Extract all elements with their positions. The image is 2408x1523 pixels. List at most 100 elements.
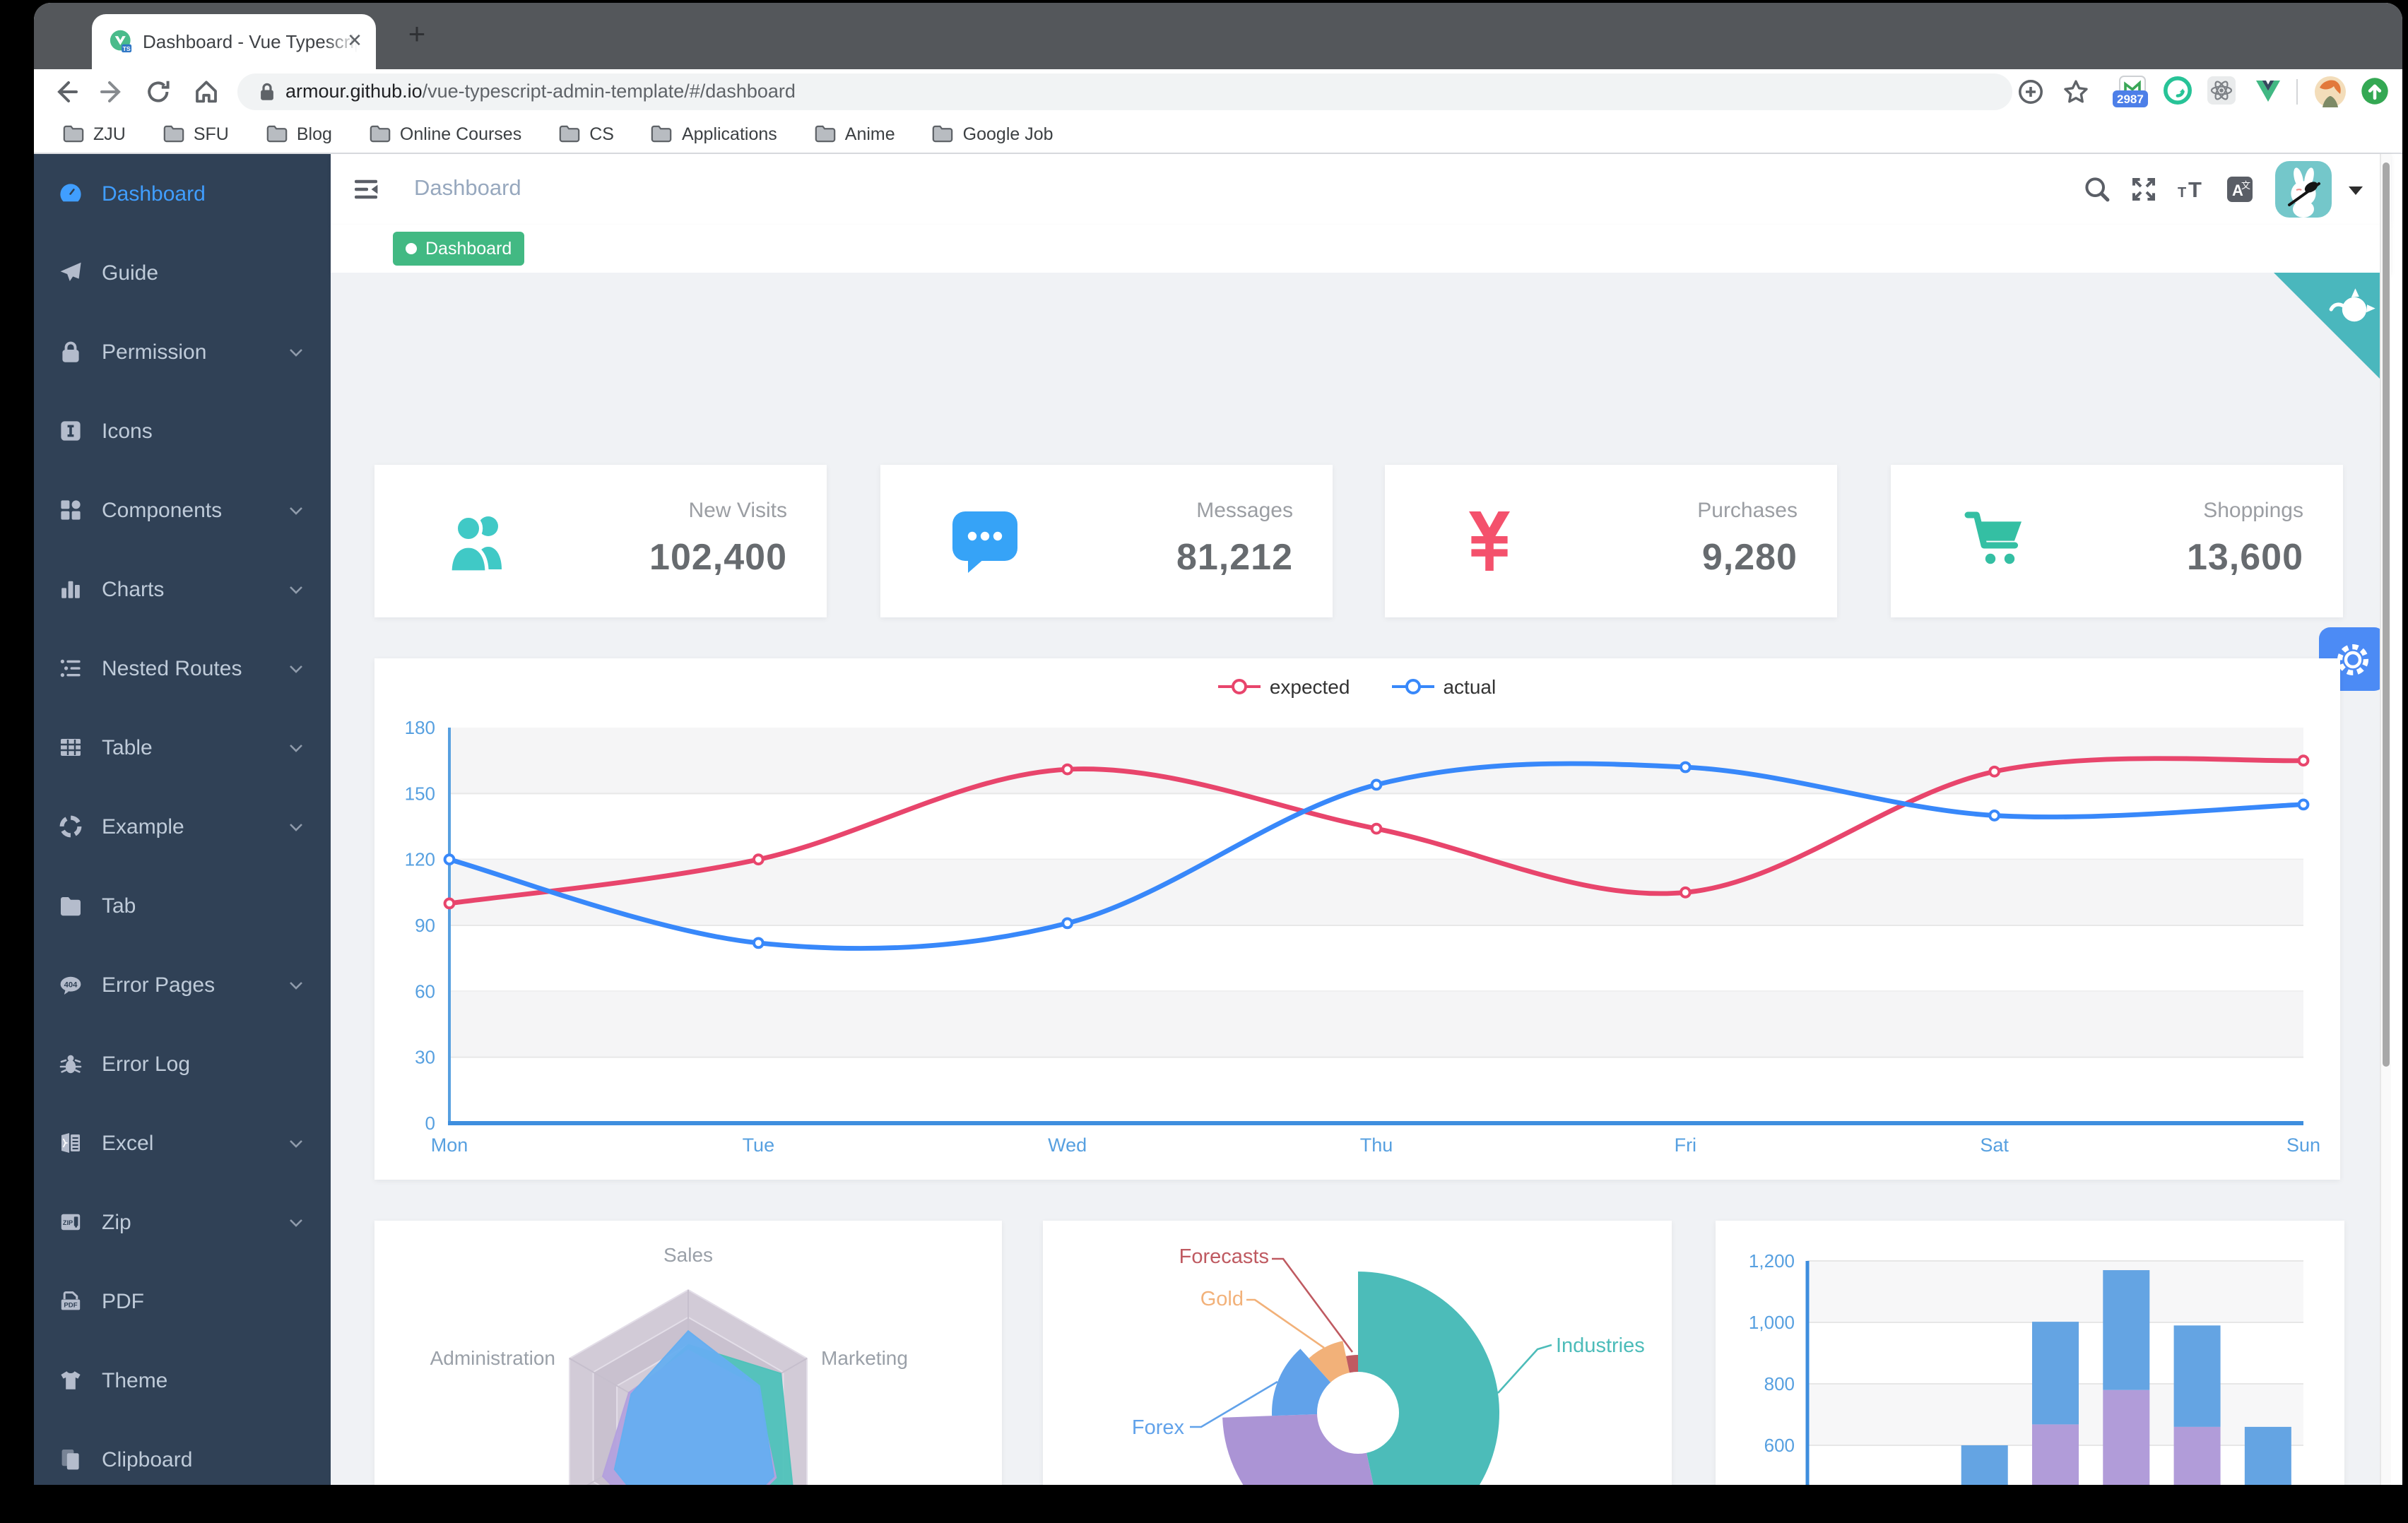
grammarly-extension-icon[interactable] [2162, 75, 2193, 106]
browser-tab[interactable]: TS Dashboard - Vue Typescript Ad ✕ [92, 14, 376, 69]
bookmark-zju[interactable]: ZJU [62, 123, 126, 144]
sidebar-item-components[interactable]: Components [34, 470, 331, 550]
scrollbar-thumb[interactable] [2383, 162, 2390, 1067]
stat-text: Messages 81,212 [1176, 499, 1293, 579]
theme-icon [58, 1368, 83, 1393]
line-chart-card: expected actual 180 150 120 90 60 30 0 Mon Tue Wed… [374, 658, 2340, 1180]
sidebar-item-permission[interactable]: Permission [34, 312, 331, 391]
react-extension-icon[interactable] [2206, 75, 2237, 106]
guide-icon [58, 260, 83, 285]
new-tab-button[interactable]: + [408, 18, 426, 51]
sidebar-item-charts[interactable]: Charts [34, 550, 331, 629]
money-icon [1456, 507, 1523, 575]
octocat-icon [2329, 288, 2375, 322]
stat-text: Shoppings 13,600 [2187, 499, 2303, 579]
profile-avatar[interactable] [2313, 75, 2347, 109]
tab-close-icon[interactable]: ✕ [347, 30, 362, 51]
sidebar-item-label: Error Pages [102, 973, 216, 997]
folder-icon [815, 125, 836, 143]
stat-card-new-visits[interactable]: New Visits 102,400 [374, 465, 827, 617]
reload-icon[interactable] [144, 78, 172, 106]
sidebar-item-label: Table [102, 735, 153, 759]
bookmark-applications[interactable]: Applications [651, 123, 777, 144]
radar-chart[interactable] [374, 1221, 1002, 1485]
url-text: armour.github.io/vue-typescript-admin-te… [285, 81, 796, 102]
bookmark-sfu[interactable]: SFU [163, 123, 229, 144]
vue-extension-icon[interactable] [2253, 75, 2284, 106]
bookmark-google-job[interactable]: Google Job [932, 123, 1054, 144]
tab-title: Dashboard - Vue Typescript Ad [143, 31, 358, 52]
pie-chart[interactable]: IndustriesForecastsGoldForexTechnology [1043, 1221, 1672, 1485]
avatar-caret-icon[interactable] [2349, 186, 2363, 195]
svg-text:30: 30 [415, 1047, 435, 1068]
sidebar-item-example[interactable]: Example [34, 787, 331, 866]
hamburger-icon[interactable] [352, 175, 380, 203]
svg-text:180: 180 [405, 717, 435, 738]
svg-text:600: 600 [1764, 1435, 1795, 1456]
svg-text:Tue: Tue [743, 1134, 775, 1156]
dashboard-app: Dashboard Guide Permission Icons Components C… [34, 154, 2402, 1485]
bookmark-cs[interactable]: CS [558, 123, 614, 144]
breadcrumb[interactable]: Dashboard [414, 177, 521, 201]
dictionary-extension-icon[interactable]: 2987 [2113, 75, 2148, 107]
sidebar-item-zip[interactable]: ZIP Zip [34, 1183, 331, 1262]
excel-icon [58, 1130, 83, 1156]
tag-dashboard[interactable]: Dashboard [393, 232, 525, 266]
sidebar-item-icons[interactable]: Icons [34, 391, 331, 470]
chevron-down-icon [288, 978, 304, 993]
sidebar-item-tab[interactable]: Tab [34, 866, 331, 945]
update-extension-icon[interactable] [2360, 76, 2390, 106]
bookmark-blog[interactable]: Blog [266, 123, 332, 144]
page-scrollbar[interactable] [2380, 154, 2391, 1485]
sidebar-item-label: Icons [102, 419, 153, 443]
svg-text:0: 0 [425, 1113, 435, 1134]
home-icon[interactable] [192, 78, 220, 106]
legend-item-expected[interactable]: expected [1218, 675, 1350, 698]
bookmark-anime[interactable]: Anime [814, 123, 895, 144]
user-avatar[interactable] [2275, 161, 2332, 218]
stat-label: New Visits [688, 499, 788, 523]
sidebar-item-theme[interactable]: Theme [34, 1341, 331, 1420]
folder-icon [370, 125, 391, 143]
svg-text:1,000: 1,000 [1749, 1312, 1795, 1333]
charts-icon [58, 576, 83, 602]
sidebar-item-excel[interactable]: Excel [34, 1103, 331, 1183]
browser-toolbar: armour.github.io/vue-typescript-admin-te… [34, 69, 2402, 114]
pie-slice-label: Forex [1132, 1416, 1185, 1439]
folder-icon [63, 125, 84, 143]
chevron-down-icon [288, 1136, 304, 1151]
legend-item-actual[interactable]: actual [1392, 675, 1496, 698]
search-icon[interactable] [2083, 175, 2111, 203]
fullscreen-icon[interactable] [2130, 175, 2158, 203]
stat-card-purchases[interactable]: Purchases 9,280 [1385, 465, 1837, 617]
zoom-plus-icon[interactable] [2017, 78, 2045, 106]
sidebar-item-pdf[interactable]: PDF PDF [34, 1262, 331, 1341]
github-corner-ribbon[interactable] [2274, 273, 2391, 390]
chevron-down-icon [288, 582, 304, 598]
sidebar-item-error-pages[interactable]: 404 Error Pages [34, 945, 331, 1024]
sidebar-item-error-log[interactable]: Error Log [34, 1024, 331, 1103]
sidebar-item-table[interactable]: Table [34, 708, 331, 787]
radar-axis-label: Marketing [821, 1346, 908, 1369]
sidebar-item-nested-routes[interactable]: Nested Routes [34, 629, 331, 708]
svg-text:Sat: Sat [1980, 1134, 2009, 1156]
svg-text:150: 150 [405, 783, 435, 804]
sidebar-item-label: Error Log [102, 1052, 191, 1076]
bookmark-star-icon[interactable] [2062, 78, 2090, 106]
sidebar-item-label: Permission [102, 340, 207, 364]
url-bar[interactable]: armour.github.io/vue-typescript-admin-te… [237, 73, 2012, 110]
stat-card-shoppings[interactable]: Shoppings 13,600 [1891, 465, 2343, 617]
stat-card-messages[interactable]: Messages 81,212 [880, 465, 1333, 617]
sidebar-item-clipboard[interactable]: Clipboard [34, 1420, 331, 1485]
sidebar-item-dashboard[interactable]: Dashboard [34, 154, 331, 233]
bookmark-online-courses[interactable]: Online Courses [369, 123, 521, 144]
forward-icon[interactable] [98, 78, 126, 106]
folder-icon [559, 125, 580, 143]
back-icon[interactable] [52, 78, 81, 106]
sidebar-item-guide[interactable]: Guide [34, 233, 331, 312]
